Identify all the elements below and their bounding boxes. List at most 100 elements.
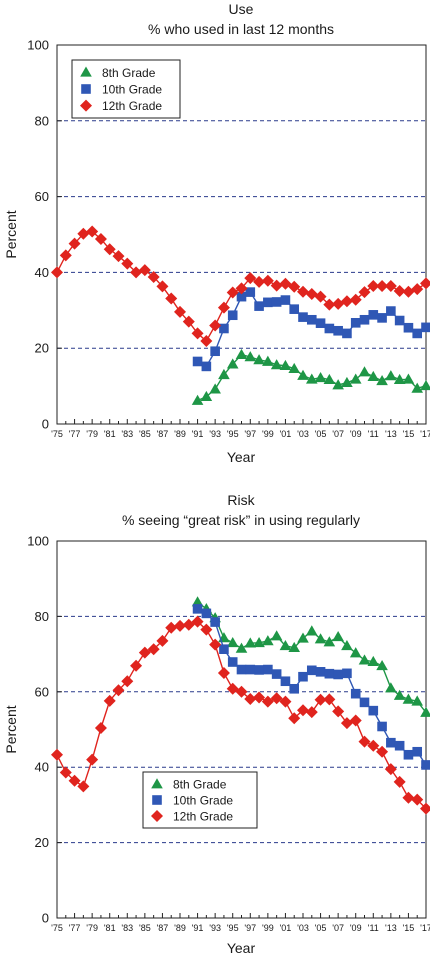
x-tick-label: '01	[280, 429, 292, 439]
data-point	[411, 695, 424, 706]
data-point	[340, 717, 353, 730]
x-tick-label: '03	[297, 429, 309, 439]
data-point	[86, 753, 99, 766]
legend-label: 12th Grade	[102, 99, 162, 113]
y-tick-label: 100	[27, 534, 49, 549]
data-point	[297, 285, 309, 298]
data-point	[253, 636, 265, 648]
x-tick-label: '87	[157, 923, 169, 933]
data-point	[324, 323, 335, 334]
data-point	[393, 284, 406, 297]
data-point	[121, 675, 134, 688]
data-point	[219, 644, 229, 654]
data-point	[130, 659, 143, 672]
data-point	[315, 318, 326, 328]
data-point	[412, 328, 423, 339]
plot-frame	[56, 540, 427, 919]
data-point	[253, 354, 265, 365]
x-tick-label: '11	[368, 429, 379, 439]
data-point	[279, 640, 292, 651]
data-point	[359, 697, 370, 708]
data-point	[385, 370, 397, 381]
legend-marker	[80, 99, 92, 112]
data-point	[324, 668, 335, 679]
data-point	[403, 322, 414, 333]
data-point	[341, 376, 353, 388]
data-point	[77, 780, 90, 793]
data-point	[376, 280, 389, 293]
data-point	[280, 295, 291, 305]
x-tick-label: '89	[174, 923, 186, 933]
data-point	[394, 315, 405, 326]
x-tick-label: '07	[332, 429, 344, 439]
data-point	[402, 693, 415, 704]
data-point	[235, 282, 248, 295]
x-tick-label: '87	[157, 429, 169, 439]
data-point	[174, 619, 186, 632]
data-point	[77, 227, 90, 240]
data-point	[289, 304, 300, 314]
data-point	[385, 682, 397, 693]
series-10th-grade	[192, 287, 430, 372]
data-point	[217, 301, 230, 314]
x-axis-label: Year	[227, 449, 256, 465]
x-tick-label: '97	[244, 429, 256, 439]
data-point	[377, 313, 387, 323]
data-point	[333, 669, 343, 680]
data-point	[210, 346, 220, 357]
data-point	[191, 327, 204, 340]
data-point	[200, 390, 213, 402]
data-point	[402, 285, 415, 298]
data-point	[262, 355, 274, 366]
data-point	[235, 642, 248, 653]
data-point	[226, 286, 239, 299]
data-point	[298, 312, 308, 322]
x-tick-label: '07	[332, 923, 344, 933]
chart-subtitle: % who used in last 12 months	[148, 21, 334, 37]
x-tick-label: '95	[227, 429, 239, 439]
legend: 8th Grade 10th Grade 12th Grade	[71, 59, 181, 119]
data-point	[288, 280, 301, 293]
x-tick-label: '05	[315, 429, 327, 439]
data-point	[411, 793, 424, 806]
data-point	[314, 693, 327, 706]
data-point	[86, 225, 99, 238]
data-point	[209, 638, 222, 651]
data-point	[288, 641, 301, 653]
data-point	[217, 666, 230, 679]
data-point	[315, 667, 326, 677]
data-point	[165, 292, 178, 305]
data-point	[393, 373, 406, 385]
data-point	[333, 325, 343, 336]
data-point	[51, 748, 63, 761]
data-point	[386, 306, 396, 316]
data-point	[254, 301, 264, 311]
series-8th-grade	[191, 596, 430, 717]
data-point	[384, 763, 397, 776]
x-tick-label: '77	[69, 923, 81, 933]
x-tick-label: '85	[139, 923, 151, 933]
y-tick-label: 60	[35, 684, 49, 699]
y-tick-label: 20	[35, 835, 49, 850]
legend-marker	[80, 66, 92, 77]
data-point	[235, 685, 248, 698]
data-point	[341, 640, 353, 651]
data-point	[94, 721, 107, 734]
y-tick-label: 100	[27, 38, 49, 53]
data-point	[306, 314, 317, 325]
data-point	[103, 243, 116, 256]
data-point	[59, 766, 72, 779]
data-point	[68, 237, 81, 250]
data-point	[245, 664, 256, 675]
series-10th-grade	[192, 604, 430, 770]
data-point	[305, 373, 318, 384]
x-tick-label: '11	[368, 923, 379, 933]
data-point	[297, 369, 309, 380]
y-tick-label: 0	[42, 417, 49, 432]
data-point	[297, 704, 309, 717]
data-point	[340, 295, 353, 308]
data-point	[332, 297, 345, 310]
data-point	[263, 297, 273, 308]
data-point	[289, 683, 300, 694]
x-tick-label: '75	[51, 923, 63, 933]
